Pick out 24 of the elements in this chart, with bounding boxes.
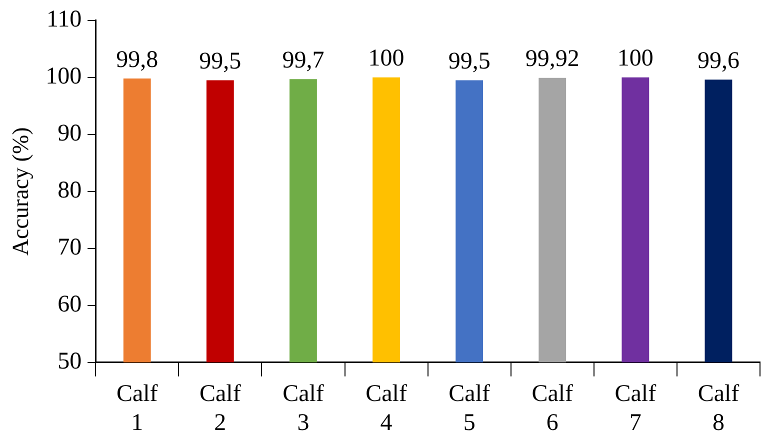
y-tick-label: 80 <box>58 178 82 204</box>
data-label: 99,5 <box>199 48 242 75</box>
x-tick-label: Calf 5 <box>448 381 490 436</box>
data-label: 99,5 <box>448 48 490 75</box>
x-tick-label: Calf 7 <box>614 381 656 436</box>
x-tick-label: Calf 1 <box>116 381 158 436</box>
data-label: 99,6 <box>697 48 740 74</box>
y-tick-label: 60 <box>58 292 82 318</box>
y-tick-label: 50 <box>58 348 82 375</box>
data-label: 100 <box>617 46 654 72</box>
data-label: 99,8 <box>116 46 158 73</box>
y-tick-label: 70 <box>58 234 82 261</box>
data-label: 99,7 <box>282 47 324 74</box>
x-tick-label: Calf 3 <box>282 381 324 436</box>
data-label: 99,92 <box>525 46 580 72</box>
x-tick-label: Calf 4 <box>366 381 407 436</box>
x-tick-label: Calf 2 <box>200 381 241 436</box>
x-tick-label: Calf 8 <box>698 381 740 436</box>
y-tick-label: 90 <box>58 120 82 147</box>
y-tick-label: 110 <box>46 6 82 33</box>
y-axis-title: Accuracy (%) <box>8 127 33 256</box>
x-tick-label: Calf 6 <box>532 381 574 436</box>
y-tick-label: 100 <box>46 64 82 90</box>
data-label: 100 <box>368 46 404 72</box>
